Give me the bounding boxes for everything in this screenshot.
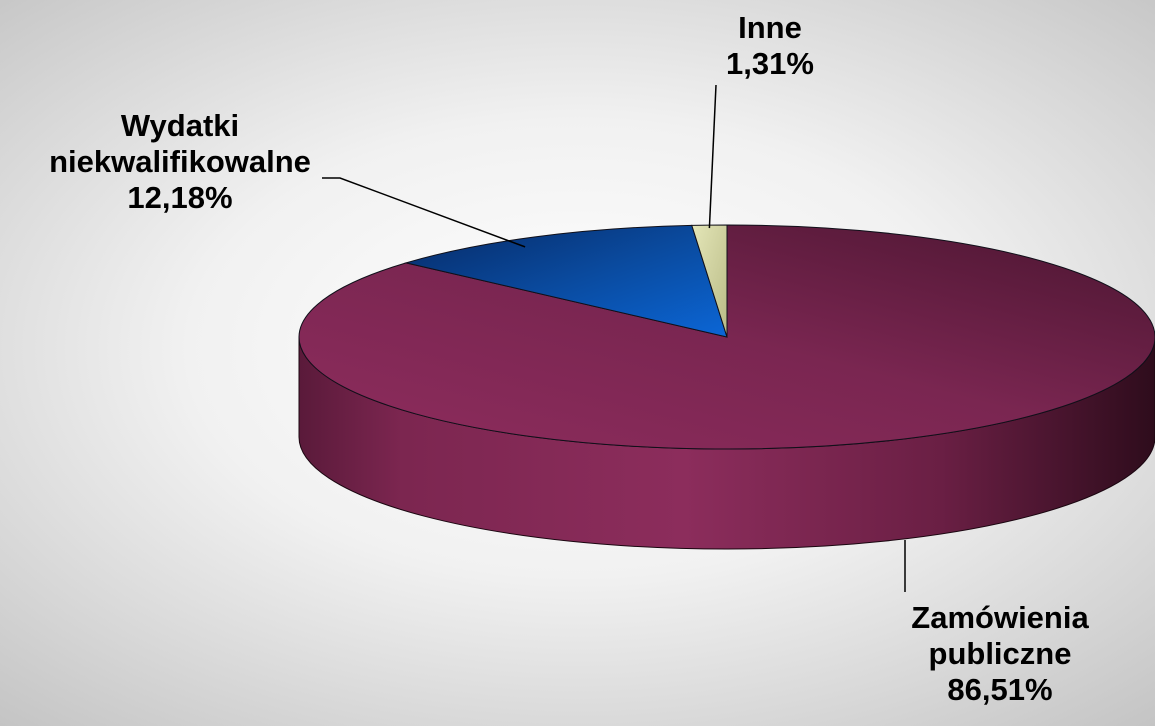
label-value: 1,31% — [726, 46, 814, 81]
slice-wydatki-niekwalifikowalne — [404, 224, 728, 338]
leader-line-inne — [708, 84, 717, 229]
leader-line-wydatki — [322, 177, 526, 248]
label-value: 12,18% — [127, 180, 233, 215]
label-line: Zamówienia — [911, 600, 1089, 635]
slice-label-wydatki: Wydatki niekwalifikowalne 12,18% — [10, 108, 350, 216]
slice-label-inne: Inne 1,31% — [700, 10, 840, 82]
label-line: Wydatki — [120, 108, 240, 143]
label-line: publiczne — [928, 636, 1072, 671]
label-line: Inne — [738, 10, 802, 45]
label-value: 86,51% — [947, 672, 1053, 707]
slice-label-zamowienia: Zamówienia publiczne 86,51% — [880, 600, 1120, 708]
label-line: niekwalifikowalne — [49, 144, 311, 179]
